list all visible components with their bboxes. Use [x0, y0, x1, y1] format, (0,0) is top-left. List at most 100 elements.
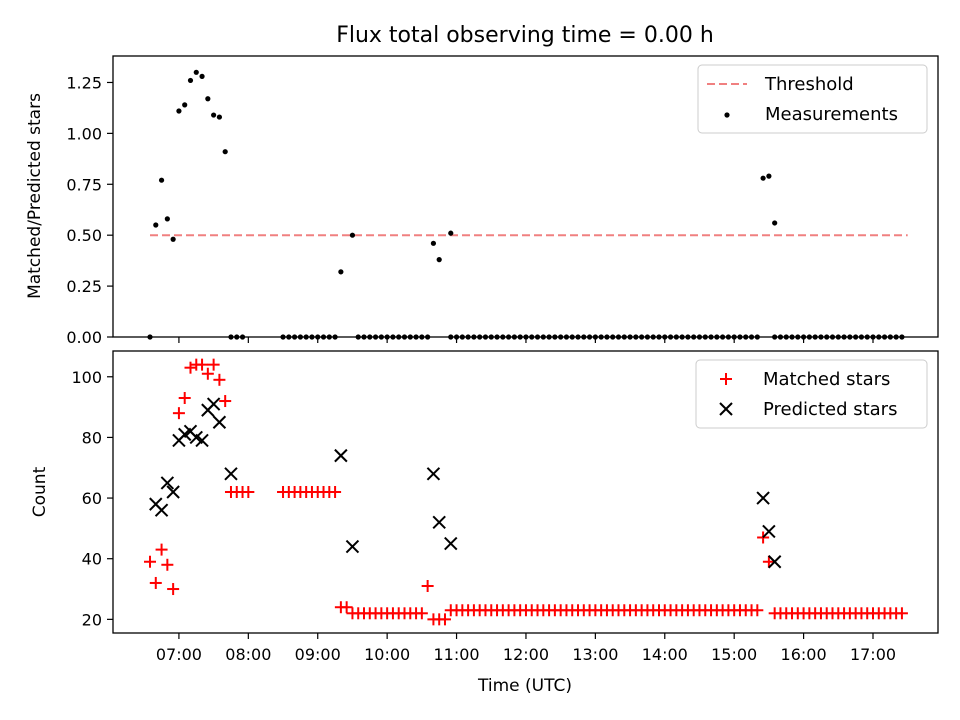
top-legend-box: [697, 64, 928, 134]
matched-star-point: [155, 543, 168, 556]
measurement-point: [187, 77, 194, 84]
top-ytick-label: 1.25: [66, 73, 102, 92]
matched-star-point: [242, 486, 255, 498]
matched-star-point: [172, 407, 185, 420]
matched-star-point: [149, 576, 162, 589]
measurement-point: [448, 230, 454, 236]
matched-star-point: [751, 604, 764, 617]
bottom-ytick-label: 60: [82, 489, 102, 508]
predicted-star-point: [762, 524, 776, 539]
predicted-star-point: [426, 467, 441, 481]
legend-measurements-swatch: [724, 112, 730, 118]
bottom-plot-layer: [144, 358, 908, 626]
legend-matched-swatch: [720, 373, 732, 385]
top-ytick-label: 0.50: [66, 226, 102, 245]
legend-predicted-swatch: [719, 402, 733, 416]
matched-star-point: [219, 395, 232, 408]
predicted-star-point: [160, 476, 175, 490]
matched-star-point: [196, 358, 209, 371]
predicted-star-point: [767, 555, 782, 569]
bottom-xtick-label: 09:00: [295, 645, 341, 664]
top-panel: 0.00 0.25 0.50 0.75 1.00 1.25 Matched/Predict…: [25, 55, 939, 347]
top-xticks: [178, 337, 874, 343]
bottom-xtick-label: 11:00: [433, 645, 479, 664]
bottom-xtick-label: 17:00: [850, 645, 896, 664]
bottom-ytick-label: 40: [82, 550, 102, 569]
matched-star-point: [329, 486, 342, 498]
measurement-point: [205, 96, 211, 102]
top-yticks: 0.00 0.25 0.50 0.75 1.00 1.25: [66, 73, 113, 347]
bottom-yticks: 20 40 60 80 100: [71, 368, 113, 629]
measurement-point: [158, 177, 165, 183]
measurement-point: [222, 149, 228, 155]
measurement-point: [211, 112, 217, 118]
top-ytick-label: 0.25: [66, 277, 102, 296]
matched-star-point: [340, 601, 353, 614]
legend-measurements-label: Measurements: [765, 104, 898, 125]
chart-title: Flux total observing time = 0.00 h: [336, 23, 714, 48]
bottom-xtick-label: 13:00: [572, 645, 618, 664]
matched-star-point: [438, 613, 451, 626]
measurement-point: [772, 220, 778, 226]
bottom-xlabel: Time (UTC): [477, 676, 572, 696]
top-ytick-label: 1.00: [66, 124, 102, 143]
bottom-xtick-label: 12:00: [503, 645, 549, 664]
predicted-star-point: [166, 485, 180, 499]
measurement-point: [216, 114, 223, 120]
matched-star-point: [762, 555, 775, 568]
bottom-panel: 20 40 60 80 100 07:00 08:00 09:00 10:00 11:00 12:…: [30, 350, 939, 696]
bottom-ytick-label: 20: [82, 610, 102, 629]
measurement-point: [349, 232, 356, 238]
bottom-xtick-label: 10:00: [364, 645, 410, 664]
measurement-point: [153, 222, 159, 228]
matched-star-point: [415, 607, 428, 620]
predicted-star-point: [154, 503, 169, 517]
measurement-point: [760, 175, 766, 181]
matched-star-point: [144, 555, 156, 568]
bottom-xtick-label: 16:00: [781, 645, 827, 664]
measurement-point: [182, 102, 188, 108]
bottom-ytick-label: 100: [71, 368, 102, 387]
top-legend: Threshold Measurements: [697, 64, 928, 134]
predicted-star-point: [756, 491, 770, 505]
bottom-xtick-label: 15:00: [711, 645, 757, 664]
predicted-star-point: [444, 536, 458, 551]
measurement-point: [176, 108, 182, 114]
bottom-ylabel: Count: [30, 466, 50, 517]
matched-star-point: [201, 367, 214, 380]
legend-predicted-label: Predicted stars: [763, 399, 897, 420]
top-ylabel: Matched/Predicted stars: [25, 93, 45, 299]
measurement-point: [193, 69, 199, 75]
matched-star-point: [161, 558, 174, 571]
top-ytick-label: 0.00: [66, 328, 102, 347]
measurement-point: [430, 240, 437, 246]
bottom-legend: Matched stars Predicted stars: [695, 359, 928, 429]
predicted-star-point: [224, 467, 238, 481]
predicted-star-point: [432, 515, 446, 530]
matched-star-point: [207, 358, 220, 371]
predicted-star-point: [206, 397, 221, 411]
predicted-star-point: [345, 539, 360, 554]
measurement-point: [164, 216, 170, 222]
bottom-xticks: 07:00 08:00 09:00 10:00 11:00 12:00 13:00 14:00…: [156, 633, 896, 664]
measurement-point: [199, 73, 205, 79]
predicted-star-point: [334, 448, 348, 463]
bottom-xtick-label: 07:00: [156, 645, 202, 664]
measurement-point: [766, 173, 772, 179]
bottom-legend-box: [695, 359, 928, 429]
matched-star-point: [895, 607, 908, 620]
measurement-point: [338, 269, 344, 275]
matched-star-point: [421, 580, 434, 592]
legend-threshold-label: Threshold: [764, 74, 854, 95]
top-ytick-label: 0.75: [66, 175, 102, 194]
matched-star-point: [178, 392, 191, 404]
measurement-point: [436, 257, 442, 263]
matched-star-point: [213, 373, 226, 386]
predicted-star-point: [212, 415, 227, 429]
matched-star-point: [167, 583, 180, 596]
bottom-ytick-label: 80: [82, 428, 102, 447]
legend-matched-label: Matched stars: [763, 369, 890, 390]
bottom-xtick-label: 14:00: [642, 645, 688, 664]
measurement-point: [170, 236, 176, 242]
